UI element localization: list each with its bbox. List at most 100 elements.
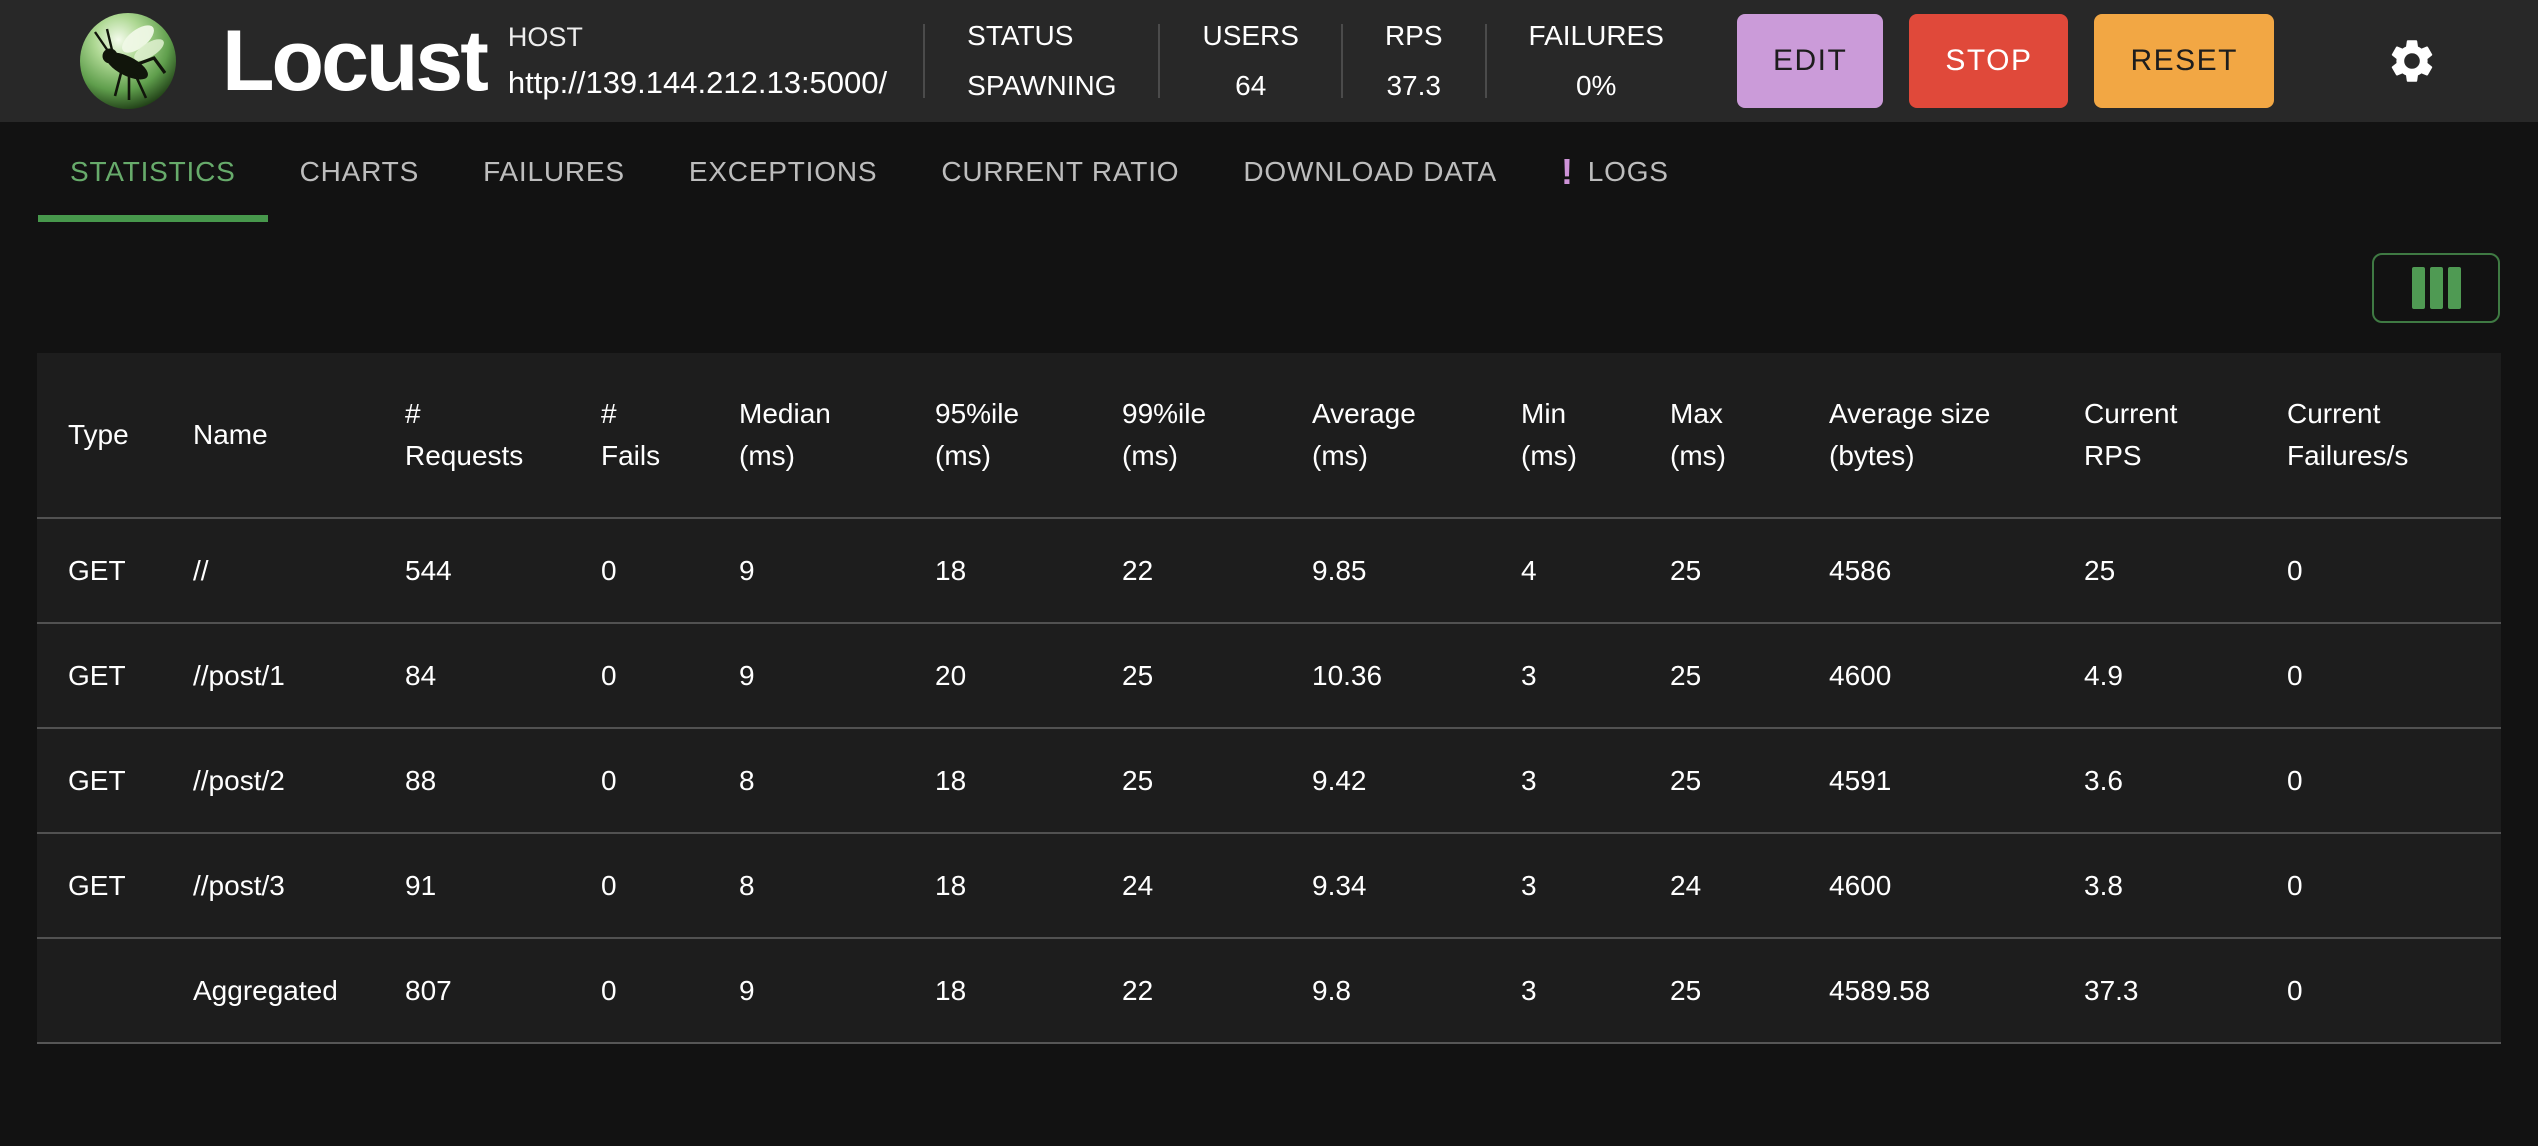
- locust-logo-icon: [80, 13, 176, 109]
- edit-button[interactable]: EDIT: [1736, 14, 1884, 108]
- header-cell-average-size[interactable]: Average size (bytes): [1829, 398, 1991, 471]
- stat-label: RPS: [1384, 20, 1443, 51]
- tab-current-ratio[interactable]: CURRENT RATIO: [909, 122, 1211, 222]
- header-cell-name[interactable]: Name: [193, 419, 268, 450]
- header-cell-99-ile[interactable]: 99%ile (ms): [1122, 398, 1207, 471]
- reset-button[interactable]: RESET: [2094, 14, 2274, 108]
- tab-label: FAILURES: [483, 156, 625, 187]
- table-cell: //post/3: [193, 869, 285, 901]
- table-cell: 84: [405, 659, 437, 691]
- table-cell: 0: [601, 764, 617, 796]
- tab-bar: STATISTICS CHARTS FAILURES EXCEPTIONS CURREN…: [0, 122, 2538, 222]
- table-cell: 0: [601, 554, 617, 586]
- stat-divider: [1484, 24, 1487, 98]
- header-cell-median[interactable]: Median (ms): [739, 398, 831, 471]
- table-cell: 18: [935, 554, 967, 586]
- header-cell-95-ile[interactable]: 95%ile (ms): [935, 398, 1020, 471]
- table-cell: 25: [2084, 554, 2116, 586]
- table-cell: 8: [739, 764, 755, 796]
- app-header: Locust HOST http://139.144.212.13:5000/ …: [0, 0, 2538, 122]
- table-cell: 22: [1122, 974, 1154, 1006]
- stop-button[interactable]: STOP: [1909, 14, 2069, 108]
- header-cell-current[interactable]: Current RPS: [2084, 398, 2178, 471]
- table-cell: //post/2: [193, 764, 285, 796]
- tab-exceptions[interactable]: EXCEPTIONS: [657, 122, 909, 222]
- table-cell: 91: [405, 869, 437, 901]
- table-cell: 4: [1521, 554, 1537, 586]
- tab-label: LOGS: [1587, 156, 1669, 187]
- table-cell: GET: [68, 764, 126, 796]
- host-label: HOST: [507, 21, 583, 52]
- column-selector-button[interactable]: [2372, 253, 2500, 323]
- header-cell-min[interactable]: Min (ms): [1521, 398, 1577, 471]
- logs-alert-icon: !: [1560, 151, 1574, 192]
- table-cell: 37.3: [2084, 974, 2139, 1006]
- stat-status: STATUS SPAWNING: [925, 20, 1158, 102]
- table-cell: 18: [935, 869, 967, 901]
- stat-failures: FAILURES 0%: [1487, 20, 1706, 102]
- header-cell-type[interactable]: Type: [68, 419, 129, 450]
- header-cell--[interactable]: # Requests: [405, 398, 524, 471]
- table-cell: 3.8: [2084, 869, 2123, 901]
- table-cell: 3: [1521, 869, 1537, 901]
- gear-icon: [2391, 40, 2433, 82]
- table-cell: 0: [601, 974, 617, 1006]
- stat-users: USERS 64: [1160, 20, 1340, 102]
- statistics-panel: Type Name # Requests # Fails Median (ms) 95%i…: [37, 353, 2501, 1044]
- table-cell: 18: [935, 764, 967, 796]
- table-cell: [37, 938, 162, 1043]
- stat-label: FAILURES: [1528, 20, 1664, 51]
- active-tab-indicator: [38, 215, 268, 222]
- stat-label: STATUS: [967, 20, 1074, 51]
- table-cell: 0: [2287, 659, 2303, 691]
- header-cell-max[interactable]: Max (ms): [1670, 398, 1726, 471]
- tab-failures[interactable]: FAILURES: [451, 122, 657, 222]
- tab-charts[interactable]: CHARTS: [268, 122, 451, 222]
- tab-label: CHARTS: [299, 156, 420, 187]
- table-cell: 3: [1521, 764, 1537, 796]
- header-cell--[interactable]: # Fails: [601, 398, 661, 471]
- columns-icon: [2411, 267, 2461, 309]
- table-cell: //: [193, 554, 209, 586]
- table-cell: 25: [1122, 764, 1154, 796]
- table-cell: 9.85: [1312, 554, 1367, 586]
- table-cell: //post/1: [193, 659, 285, 691]
- table-cell: 8: [739, 869, 755, 901]
- table-cell: GET: [68, 554, 126, 586]
- header-stats: STATUS SPAWNING USERS 64 RPS 37.3 FAILURES 0%: [923, 0, 1706, 122]
- header-buttons: EDIT STOP RESET: [1736, 14, 2274, 108]
- table-cell: 4586: [1829, 554, 1892, 586]
- table-toolbar: [0, 222, 2538, 353]
- table-cell: 9.34: [1312, 869, 1367, 901]
- settings-button[interactable]: [2386, 35, 2438, 87]
- table-cell: 24: [1670, 869, 1702, 901]
- header-cell-current[interactable]: Current Failures/s: [2287, 398, 2409, 471]
- table-cell: 18: [935, 974, 967, 1006]
- table-cell: 20: [935, 659, 967, 691]
- table-cell: 9: [739, 554, 755, 586]
- table-cell: Aggregated: [193, 974, 338, 1006]
- stat-divider: [1340, 24, 1343, 98]
- tab-logs[interactable]: ! LOGS: [1529, 122, 1701, 222]
- tab-download-data[interactable]: DOWNLOAD DATA: [1211, 122, 1529, 222]
- table-cell: 3.6: [2084, 764, 2123, 796]
- table-cell: 4600: [1829, 659, 1892, 691]
- table-body: GET//544 0 9 18 22 9.85 4 25 4586 25 0 GET//post/1 8…: [37, 518, 2501, 1043]
- stat-value: 0%: [1575, 70, 1617, 101]
- table-cell: 3: [1521, 659, 1537, 691]
- stat-value: 37.3: [1386, 70, 1441, 101]
- table-cell: 4.9: [2084, 659, 2123, 691]
- table-cell: 4589.58: [1829, 974, 1931, 1006]
- stat-label: USERS: [1202, 20, 1299, 51]
- header-cell-average[interactable]: Average (ms): [1312, 398, 1416, 471]
- table-cell: 25: [1670, 764, 1702, 796]
- table-cell: 0: [2287, 869, 2303, 901]
- table-cell: 0: [601, 659, 617, 691]
- statistics-table: Type Name # Requests # Fails Median (ms) 95%i…: [37, 353, 2501, 1044]
- tab-statistics[interactable]: STATISTICS: [38, 122, 268, 222]
- tab-label: DOWNLOAD DATA: [1243, 156, 1497, 187]
- table-row: GET //post/2 88 0 8 18 25 9.42 3 25 4591 3.6 0: [37, 728, 2501, 833]
- table-cell: GET: [68, 869, 126, 901]
- table-cell: 22: [1122, 554, 1154, 586]
- table-row: Aggregated 807 0 9 18 22 9.8 3 25 4589.58 37.3 0: [37, 938, 2501, 1043]
